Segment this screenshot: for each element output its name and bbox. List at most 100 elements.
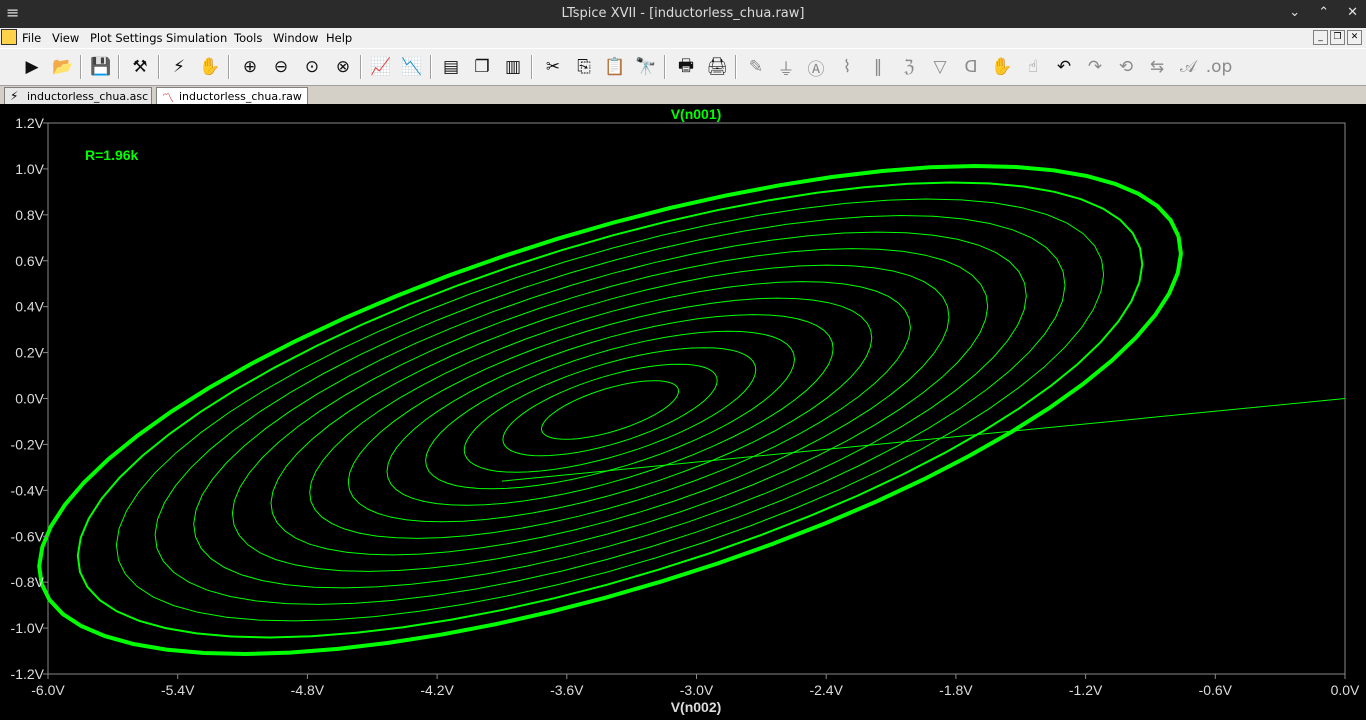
hamburger-menu-icon[interactable]: ≡	[6, 3, 20, 22]
plot-area[interactable]: -6.0V -5.4V -4.8V -4.2V -3.6V -3.0V -2.4V -1.8V…	[0, 104, 1366, 720]
redo-icon[interactable]: ↷	[1087, 57, 1103, 77]
trace-loop	[37, 163, 1183, 657]
tab-label: inductorless_chua.asc	[27, 90, 149, 103]
close-button[interactable]: ✕	[1347, 5, 1358, 20]
mdi-minimize-button[interactable]: _	[1313, 30, 1328, 45]
plot-frame	[47, 122, 1346, 675]
wire-icon[interactable]: ✎	[748, 57, 764, 77]
probe-icon[interactable]: ⚡	[173, 57, 185, 77]
zoom-fit-icon[interactable]: ⊙	[304, 57, 320, 77]
autorange-icon[interactable]: 📈	[370, 57, 392, 77]
maximize-button[interactable]: ⌃	[1318, 5, 1330, 20]
menu-file[interactable]: File	[22, 31, 42, 45]
minimize-button[interactable]: ⌄	[1289, 5, 1301, 20]
y-tick-label: 0.0V	[15, 391, 44, 407]
trace-loop	[270, 264, 950, 556]
y-tick-label: -0.2V	[11, 436, 45, 452]
trace-loop	[76, 181, 1144, 639]
x-tick-label: -3.6V	[550, 682, 584, 698]
menu-window[interactable]: Window	[273, 31, 319, 45]
menu-help[interactable]: Help	[326, 31, 353, 45]
zoom-cancel-icon[interactable]: ⊗	[335, 57, 351, 77]
x-tick-label: -0.6V	[1199, 682, 1233, 698]
x-axis-label[interactable]: V(n002)	[671, 699, 722, 715]
app-icon[interactable]	[1, 29, 17, 45]
trace-loop	[154, 214, 1066, 605]
undo-icon[interactable]: ↶	[1056, 57, 1072, 77]
inductor-icon[interactable]: ℨ	[903, 57, 915, 77]
control-panel-icon[interactable]: ⚒	[132, 57, 148, 77]
mdi-restore-button[interactable]: ❐	[1330, 30, 1345, 45]
window-title: LTspice XVII - [inductorless_chua.raw]	[561, 6, 805, 21]
print-icon[interactable]: 🖨	[706, 57, 728, 77]
trace-loop	[193, 231, 1027, 589]
x-tick-label: -4.2V	[420, 682, 454, 698]
menu-tools[interactable]: Tools	[234, 31, 263, 45]
mdi-close-button[interactable]: ✕	[1347, 30, 1362, 45]
waveform-viewer[interactable]: -6.0V -5.4V -4.8V -4.2V -3.6V -3.0V -2.4V -1.8V…	[0, 104, 1366, 720]
trace-loop	[502, 363, 718, 457]
tab-waveform[interactable]: 〽 inductorless_chua.raw	[156, 87, 308, 105]
x-tick-label: -1.8V	[939, 682, 973, 698]
toolbar: ▶ 📂 💾 ⚒ ⚡ ✋ ⊕ ⊖ ⊙ ⊗ 📈 📉 ▤ ❐ ▥ ✂ ⎘ 📋 🔭 🖶 …	[0, 48, 1366, 86]
trace-layer	[37, 163, 1346, 657]
resistor-icon[interactable]: ⌇	[842, 57, 852, 77]
paste-icon[interactable]: 📋	[604, 57, 626, 77]
schematic-icon: ⚡	[10, 89, 19, 103]
trace-loop	[347, 297, 873, 523]
cut-icon[interactable]: ✂	[545, 57, 561, 77]
print-preview-icon[interactable]: 🖶	[677, 55, 695, 76]
menu-view[interactable]: View	[52, 31, 80, 45]
trace-loop	[309, 281, 911, 539]
capacitor-icon[interactable]: ‖	[873, 57, 883, 77]
step-annotation: R=1.96k	[85, 147, 139, 163]
menu-simulation[interactable]: Simulation	[166, 31, 228, 45]
ground-icon[interactable]: ⏚	[777, 59, 795, 80]
x-tick-label: -3.0V	[680, 682, 714, 698]
tile-vertical-icon[interactable]: ▥	[504, 57, 522, 77]
zoom-out-icon[interactable]: ⊖	[273, 57, 289, 77]
find-icon[interactable]: 🔭	[635, 57, 657, 77]
text-icon[interactable]: 𝒜	[1179, 57, 1197, 77]
cascade-icon[interactable]: ❐	[474, 57, 490, 77]
zoom-in-icon[interactable]: ⊕	[242, 57, 258, 77]
x-tick-label: -2.4V	[809, 682, 843, 698]
rotate-icon[interactable]: ⟲	[1118, 57, 1134, 77]
y-tick-label: -0.8V	[11, 574, 45, 590]
tab-label: inductorless_chua.raw	[179, 90, 302, 103]
menu-bar: File View Plot Settings Simulation Tools…	[0, 28, 1366, 48]
component-icon[interactable]: ᗡ	[964, 57, 978, 77]
add-trace-icon[interactable]: 📉	[401, 57, 423, 77]
x-tick-label: -4.8V	[291, 682, 325, 698]
drag-icon[interactable]: ☝	[1027, 57, 1039, 77]
tile-horizontal-icon[interactable]: ▤	[442, 57, 460, 77]
trace-loop	[115, 198, 1105, 622]
pan-hand-icon[interactable]: ✋	[199, 57, 221, 77]
y-tick-label: 1.2V	[15, 115, 44, 131]
waveform-icon: 〽	[162, 91, 175, 105]
trace-segment	[501, 398, 1346, 482]
spice-directive-icon[interactable]: .op	[1205, 57, 1233, 77]
open-icon[interactable]: 📂	[52, 57, 74, 77]
copy-icon[interactable]: ⎘	[577, 57, 591, 77]
diode-icon[interactable]: ▽	[933, 57, 947, 77]
save-icon[interactable]: 💾	[90, 57, 112, 77]
run-icon[interactable]: ▶	[25, 57, 39, 77]
trace-loop	[463, 347, 757, 473]
y-tick-label: -1.2V	[11, 666, 45, 682]
tab-schematic[interactable]: ⚡ inductorless_chua.asc	[4, 87, 152, 104]
trace-loop	[231, 248, 989, 572]
trace-loop	[386, 314, 834, 506]
label-icon[interactable]: Ⓐ	[807, 59, 825, 80]
menu-plot-settings[interactable]: Plot Settings	[90, 31, 163, 45]
mirror-icon[interactable]: ⇆	[1149, 57, 1165, 77]
trace-title[interactable]: V(n001)	[671, 106, 722, 122]
title-bar: ≡ LTspice XVII - [inductorless_chua.raw]…	[0, 0, 1366, 28]
x-tick-label: -1.2V	[1069, 682, 1103, 698]
y-tick-label: 0.2V	[15, 345, 44, 361]
trace-loop	[540, 380, 680, 440]
document-tabs: ⚡ inductorless_chua.asc 〽 inductorless_c…	[0, 86, 1366, 105]
move-icon[interactable]: ✋	[991, 57, 1013, 77]
y-tick-label: -1.0V	[11, 620, 45, 636]
x-tick-label: 0.0V	[1331, 682, 1360, 698]
